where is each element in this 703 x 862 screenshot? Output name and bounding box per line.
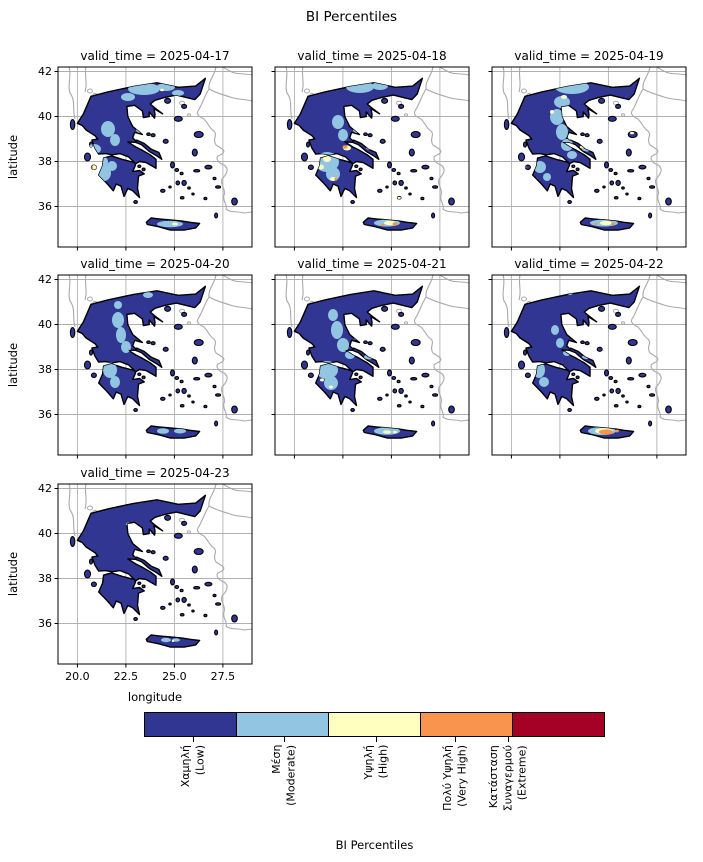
- colorbar-tick: [375, 737, 377, 742]
- y-tick-label: 36: [38, 407, 52, 421]
- colorbar-tick: [455, 737, 457, 742]
- facet-title: valid_time = 2025-04-18: [297, 49, 447, 63]
- greece-map: [271, 274, 470, 459]
- y-tick-label: 36: [38, 199, 52, 213]
- colorbar-category-label-moderate: Μέση (Moderate): [269, 745, 298, 806]
- facet-panel: valid_time = 2025-04-23 42 40 38 36 latitude 2…: [6, 466, 253, 704]
- colorbar-tick: [508, 737, 510, 742]
- y-tick-label: 38: [38, 571, 52, 585]
- colorbar-tick: [192, 737, 194, 742]
- colorbar-title: BI Percentiles: [335, 838, 414, 852]
- facet-title: valid_time = 2025-04-19: [514, 49, 664, 63]
- facet-panel: valid_time = 2025-04-20 42 40 38 36 latitude: [6, 257, 253, 459]
- colorbar-tick: [284, 737, 286, 742]
- colorbar-category-label-low: Χαμηλή (Low): [178, 745, 206, 788]
- y-tick-label: 42: [38, 481, 52, 495]
- colorbar-segment-high: [328, 712, 421, 737]
- x-tick-label: 20.0: [65, 670, 90, 683]
- x-tick-label: 22.5: [113, 670, 139, 683]
- colorbar-segment-low: [144, 712, 237, 737]
- y-tick-label: 42: [38, 272, 52, 286]
- x-tick-label: 25.0: [162, 670, 187, 683]
- y-tick-label: 38: [38, 154, 52, 168]
- facet-panel: valid_time = 2025-04-18: [271, 49, 470, 251]
- y-tick-label: 38: [38, 362, 52, 376]
- facet-title: valid_time = 2025-04-17: [80, 49, 230, 63]
- y-axis-label: latitude: [6, 342, 20, 388]
- greece-map: [271, 66, 470, 251]
- y-tick-label: 40: [38, 109, 52, 123]
- colorbar-segment-extreme: [512, 712, 605, 737]
- facet-title: valid_time = 2025-04-21: [297, 257, 447, 271]
- y-axis-label: latitude: [6, 551, 20, 597]
- y-tick-label: 36: [38, 616, 52, 630]
- colorbar-category-label-extreme: Κατάσταση Συναγερμού (Extreme): [486, 745, 529, 812]
- colorbar-segment-very_high: [420, 712, 513, 737]
- facet-title: valid_time = 2025-04-20: [80, 257, 230, 271]
- facet-title: valid_time = 2025-04-23: [80, 466, 230, 480]
- colorbar-segment-moderate: [236, 712, 329, 737]
- facet-title: valid_time = 2025-04-22: [514, 257, 664, 271]
- greece-map: [488, 274, 687, 459]
- figure-title: BI Percentiles: [305, 9, 398, 25]
- greece-map: [54, 483, 253, 668]
- x-tick-label: 27.5: [210, 670, 236, 683]
- facet-panel: valid_time = 2025-04-22: [488, 257, 687, 459]
- greece-map: [54, 274, 253, 459]
- facet-panel: valid_time = 2025-04-17 42 40 38 36 latitude: [6, 49, 253, 251]
- facet-panel: valid_time = 2025-04-19: [488, 49, 687, 251]
- y-tick-label: 42: [38, 64, 52, 78]
- greece-map: [54, 66, 253, 251]
- greece-map: [488, 66, 687, 251]
- x-axis-label: longitude: [127, 690, 183, 704]
- facet-panel: valid_time = 2025-04-21: [271, 257, 470, 459]
- y-axis-label: latitude: [6, 134, 20, 180]
- colorbar-category-label-high: Υψηλή (High): [361, 745, 389, 780]
- y-tick-label: 40: [38, 317, 52, 331]
- y-tick-label: 40: [38, 526, 52, 540]
- colorbar: [144, 712, 605, 737]
